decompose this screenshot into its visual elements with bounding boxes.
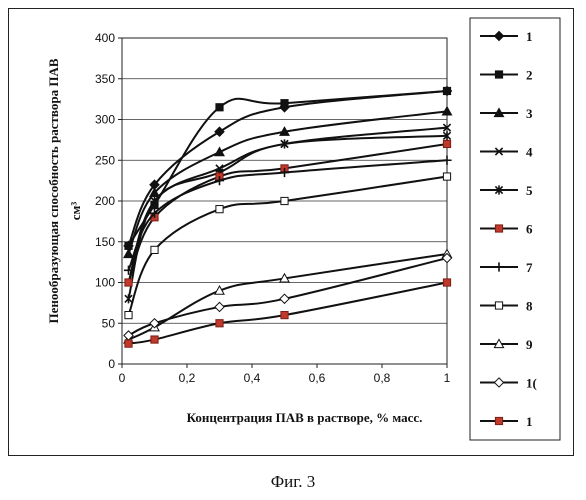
data-point xyxy=(216,104,223,111)
series-line xyxy=(129,160,448,270)
data-point xyxy=(443,87,450,94)
x-tick-label: 0,2 xyxy=(179,371,196,385)
data-point xyxy=(495,225,502,232)
chart: 0 50 100 150 200 250 300 350 400 0 0,2 0,4 0,6 0,8 1 П… xyxy=(0,0,586,470)
y-tick-label: 200 xyxy=(95,194,115,208)
series-3 xyxy=(124,107,452,258)
series-1 xyxy=(125,279,451,347)
data-point xyxy=(151,246,158,253)
data-point xyxy=(124,249,133,257)
legend-label: 9 xyxy=(526,337,533,352)
y-tick-label: 0 xyxy=(108,357,115,371)
legend-label: 7 xyxy=(526,260,533,275)
data-point xyxy=(442,156,451,165)
series-1( xyxy=(124,253,452,340)
data-point xyxy=(215,127,224,136)
legend-label: 6 xyxy=(526,222,533,237)
legend-label: 5 xyxy=(526,183,533,198)
data-point xyxy=(443,173,450,180)
data-point xyxy=(281,100,288,107)
data-point xyxy=(216,320,223,327)
legend-label: 3 xyxy=(526,106,533,121)
y-tick-label: 250 xyxy=(95,153,115,167)
data-point xyxy=(125,294,132,303)
data-point xyxy=(281,197,288,204)
figure-caption: Фиг. 3 xyxy=(0,472,586,492)
legend-label: 1 xyxy=(526,414,533,429)
data-point xyxy=(151,336,158,343)
series-lines xyxy=(124,86,452,347)
series-9 xyxy=(124,249,452,343)
data-point xyxy=(495,302,502,309)
legend-label: 1 xyxy=(526,29,533,44)
y-tick-label: 150 xyxy=(95,235,115,249)
data-point xyxy=(281,312,288,319)
x-axis-label: Концентрация ПАВ в растворе, % масс. xyxy=(187,410,423,425)
data-point xyxy=(125,279,132,286)
legend-label: 8 xyxy=(526,299,533,314)
x-tick-label: 0,4 xyxy=(244,371,261,385)
data-point xyxy=(495,417,502,424)
data-point xyxy=(280,294,289,303)
data-point xyxy=(443,140,450,147)
y-tick-label: 400 xyxy=(95,31,115,45)
x-tick-label: 1 xyxy=(444,371,451,385)
legend-label: 1( xyxy=(526,376,537,391)
y-tick-label: 100 xyxy=(95,276,115,290)
y-axis-label: Пенообразующая способность раствора ПАВ xyxy=(46,58,61,323)
x-tick-label: 0,8 xyxy=(374,371,391,385)
axis-ticks: 0 50 100 150 200 250 300 350 400 0 0,2 0,4 0,6 0,8 1 xyxy=(95,31,451,385)
data-point xyxy=(216,206,223,213)
legend-label: 2 xyxy=(526,68,533,83)
legend: 1 2 3 4 5 6 7 8 9 1( 1 xyxy=(470,18,560,440)
data-point xyxy=(443,279,450,286)
series-6 xyxy=(125,140,451,286)
y-axis-unit: см³ xyxy=(68,202,83,221)
data-point xyxy=(215,302,224,311)
x-tick-label: 0 xyxy=(119,371,126,385)
x-tick-label: 0,6 xyxy=(309,371,326,385)
data-point xyxy=(125,340,132,347)
y-tick-label: 300 xyxy=(95,113,115,127)
legend-label: 4 xyxy=(526,145,533,160)
data-point xyxy=(125,312,132,319)
y-tick-label: 50 xyxy=(102,316,116,330)
data-point xyxy=(495,71,502,78)
y-tick-label: 350 xyxy=(95,72,115,86)
